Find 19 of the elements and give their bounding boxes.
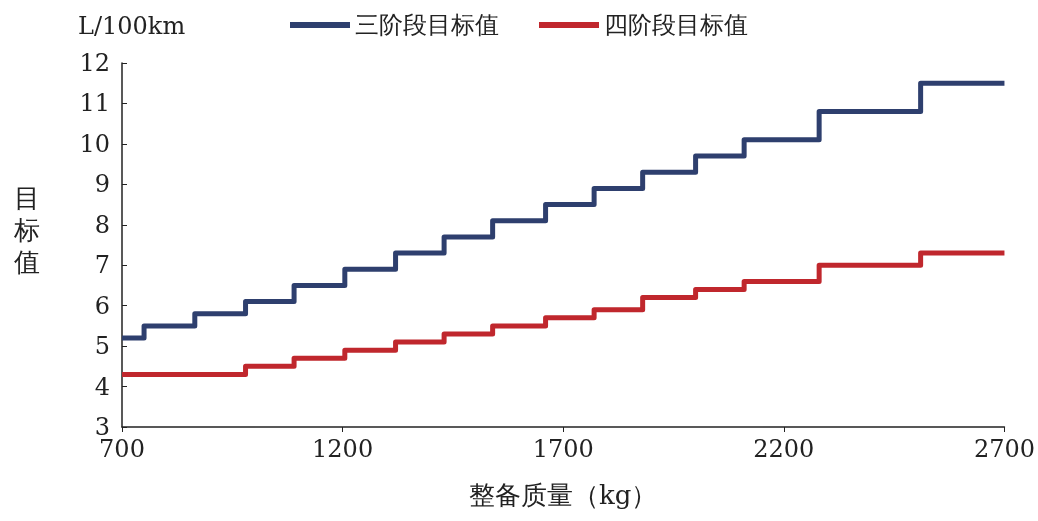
x-tick-label: 2700 — [973, 435, 1035, 463]
y-tick-label: 8 — [94, 210, 110, 239]
x-axis-title: 整备质量（kg） — [469, 480, 658, 510]
x-tick-label: 700 — [99, 435, 145, 463]
legend-label: 三阶段目标值 — [355, 11, 499, 39]
y-tick-label: 9 — [94, 170, 110, 199]
y-tick-label: 5 — [94, 332, 110, 361]
x-tick-label: 1200 — [312, 435, 374, 463]
x-tick-label: 1700 — [532, 435, 594, 463]
y-tick-label: 11 — [79, 89, 110, 118]
y-tick-label: 7 — [94, 251, 110, 280]
y-tick-label: 10 — [79, 129, 110, 158]
y-tick-label: 6 — [94, 291, 110, 320]
y-axis-title: 目标值 — [14, 182, 40, 278]
y-tick-label: 12 — [79, 49, 110, 77]
text: L/100km — [78, 12, 186, 40]
y-tick-label: 4 — [94, 372, 110, 401]
legend-label: 四阶段目标值 — [604, 11, 748, 39]
x-tick-label: 2200 — [753, 435, 815, 463]
